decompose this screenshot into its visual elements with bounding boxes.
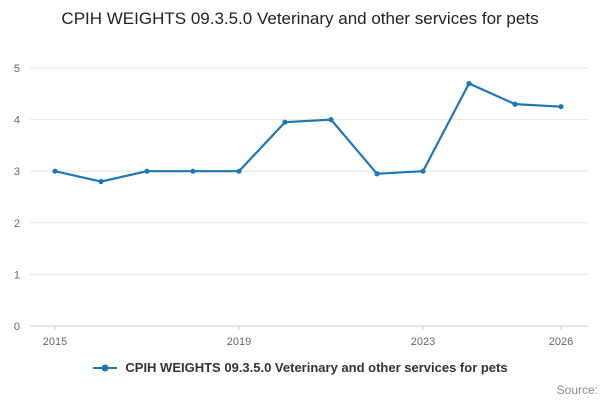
data-point (282, 119, 288, 125)
chart-title: CPIH WEIGHTS 09.3.5.0 Veterinary and oth… (61, 9, 539, 28)
x-tick-label: 2023 (411, 336, 435, 348)
y-tick-label: 1 (14, 269, 20, 281)
source-label: Source: (556, 383, 598, 397)
data-point (328, 117, 334, 123)
data-point (374, 171, 380, 177)
legend-line-marker (93, 364, 118, 371)
data-point (420, 168, 426, 174)
series-line (53, 82, 563, 183)
line-chart: 0 1 2 3 4 5 2015 2019 2023 2026 (14, 63, 588, 348)
data-point (52, 168, 58, 174)
y-tick-label: 3 (14, 166, 20, 178)
x-tick-label: 2019 (227, 336, 251, 348)
data-point (98, 178, 104, 185)
x-tick-label: 2026 (549, 336, 573, 348)
data-point (558, 104, 564, 110)
data-point (466, 80, 472, 87)
y-tick-label: 5 (14, 63, 20, 75)
legend-label: CPIH WEIGHTS 09.3.5.0 Veterinary and oth… (125, 360, 508, 375)
data-point (512, 101, 518, 107)
data-point (190, 168, 196, 174)
legend-item[interactable]: CPIH WEIGHTS 09.3.5.0 Veterinary and oth… (0, 360, 600, 375)
x-tick-label: 2015 (43, 336, 67, 348)
data-point (236, 168, 242, 174)
y-tick-label: 4 (14, 115, 20, 127)
y-tick-label: 2 (14, 218, 20, 230)
y-tick-label: 0 (14, 321, 20, 333)
data-point (144, 168, 150, 174)
